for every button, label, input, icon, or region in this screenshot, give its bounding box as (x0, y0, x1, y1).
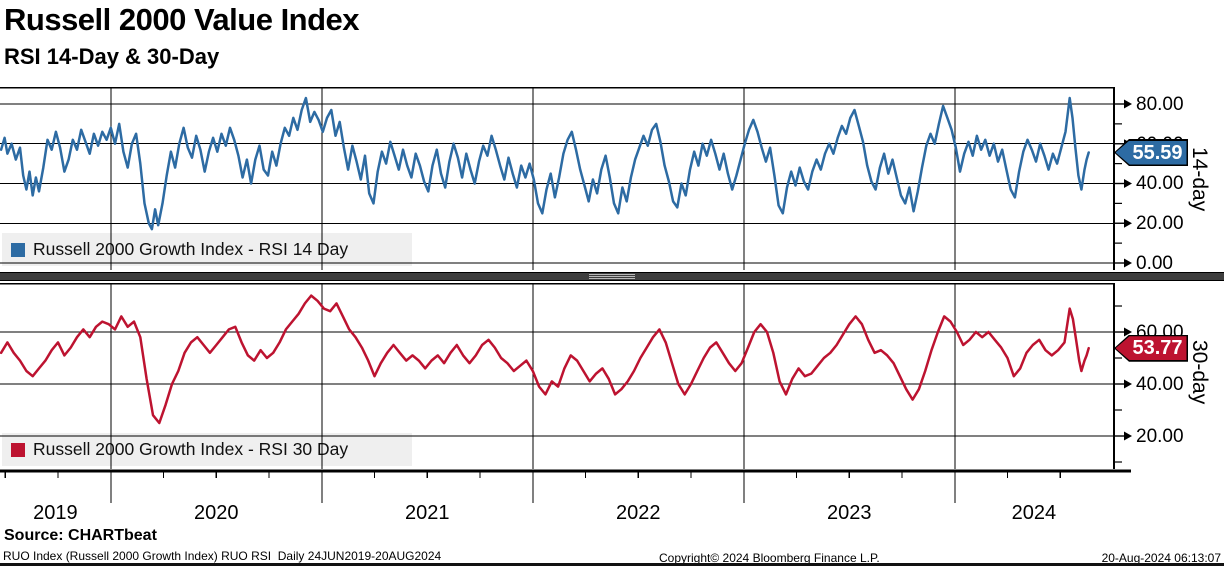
page-subtitle: RSI 14-Day & 30-Day (4, 44, 220, 69)
y-tick-label: 80.00 (1136, 93, 1184, 115)
x-tick-label-2022: 2022 (616, 502, 661, 524)
drag-grip-icon (589, 274, 635, 279)
copyright-label: Copyright© 2024 Bloomberg Finance L.P. (659, 551, 880, 565)
legend-rsi-14day[interactable]: Russell 2000 Growth Index - RSI 14 Day (2, 233, 412, 266)
y-tick-label: 40.00 (1136, 173, 1184, 195)
legend-label-rsi-30day: Russell 2000 Growth Index - RSI 30 Day (33, 439, 349, 459)
last-value-badge-14day: 55.59 (1114, 139, 1188, 166)
rsi-14day-series (0, 96, 1090, 231)
x-tick-label-2024: 2024 (1011, 502, 1057, 524)
y-axis-title-14day: 14-day (1188, 146, 1211, 212)
source-label: Source: CHARTbeat (4, 527, 157, 544)
y-axis-title-30day: 30-day (1188, 339, 1211, 405)
legend-swatch-rsi-30day-icon (11, 442, 25, 457)
page-title: Russell 2000 Value Index (4, 2, 360, 37)
timestamp-label: 20-Aug-2024 06:13:07 (1101, 551, 1221, 565)
y-tick-label: 40.00 (1136, 374, 1184, 395)
x-tick-label-2019: 2019 (33, 502, 78, 524)
y-tick-label: 20.00 (1136, 426, 1184, 447)
rsi-30day-series (0, 294, 1090, 425)
x-tick-label-2020: 2020 (194, 502, 239, 524)
last-value-badge-30day: 53.77 (1114, 334, 1188, 362)
chart-description: RUO Index (Russell 2000 Growth Index) RU… (3, 549, 442, 563)
x-tick-label-2021: 2021 (405, 502, 450, 524)
bottom-border (0, 563, 1224, 566)
panel-separator[interactable] (0, 272, 1224, 281)
x-tick-label-2023: 2023 (827, 502, 872, 524)
legend-rsi-30day[interactable]: Russell 2000 Growth Index - RSI 30 Day (2, 433, 412, 466)
legend-label-rsi-14day: Russell 2000 Growth Index - RSI 14 Day (33, 239, 349, 259)
y-tick-label: 0.00 (1136, 253, 1173, 274)
legend-swatch-rsi-14day-icon (11, 242, 25, 257)
y-tick-label: 20.00 (1136, 213, 1184, 235)
x-axis (0, 469, 1224, 530)
x-axis-line (0, 469, 1131, 503)
